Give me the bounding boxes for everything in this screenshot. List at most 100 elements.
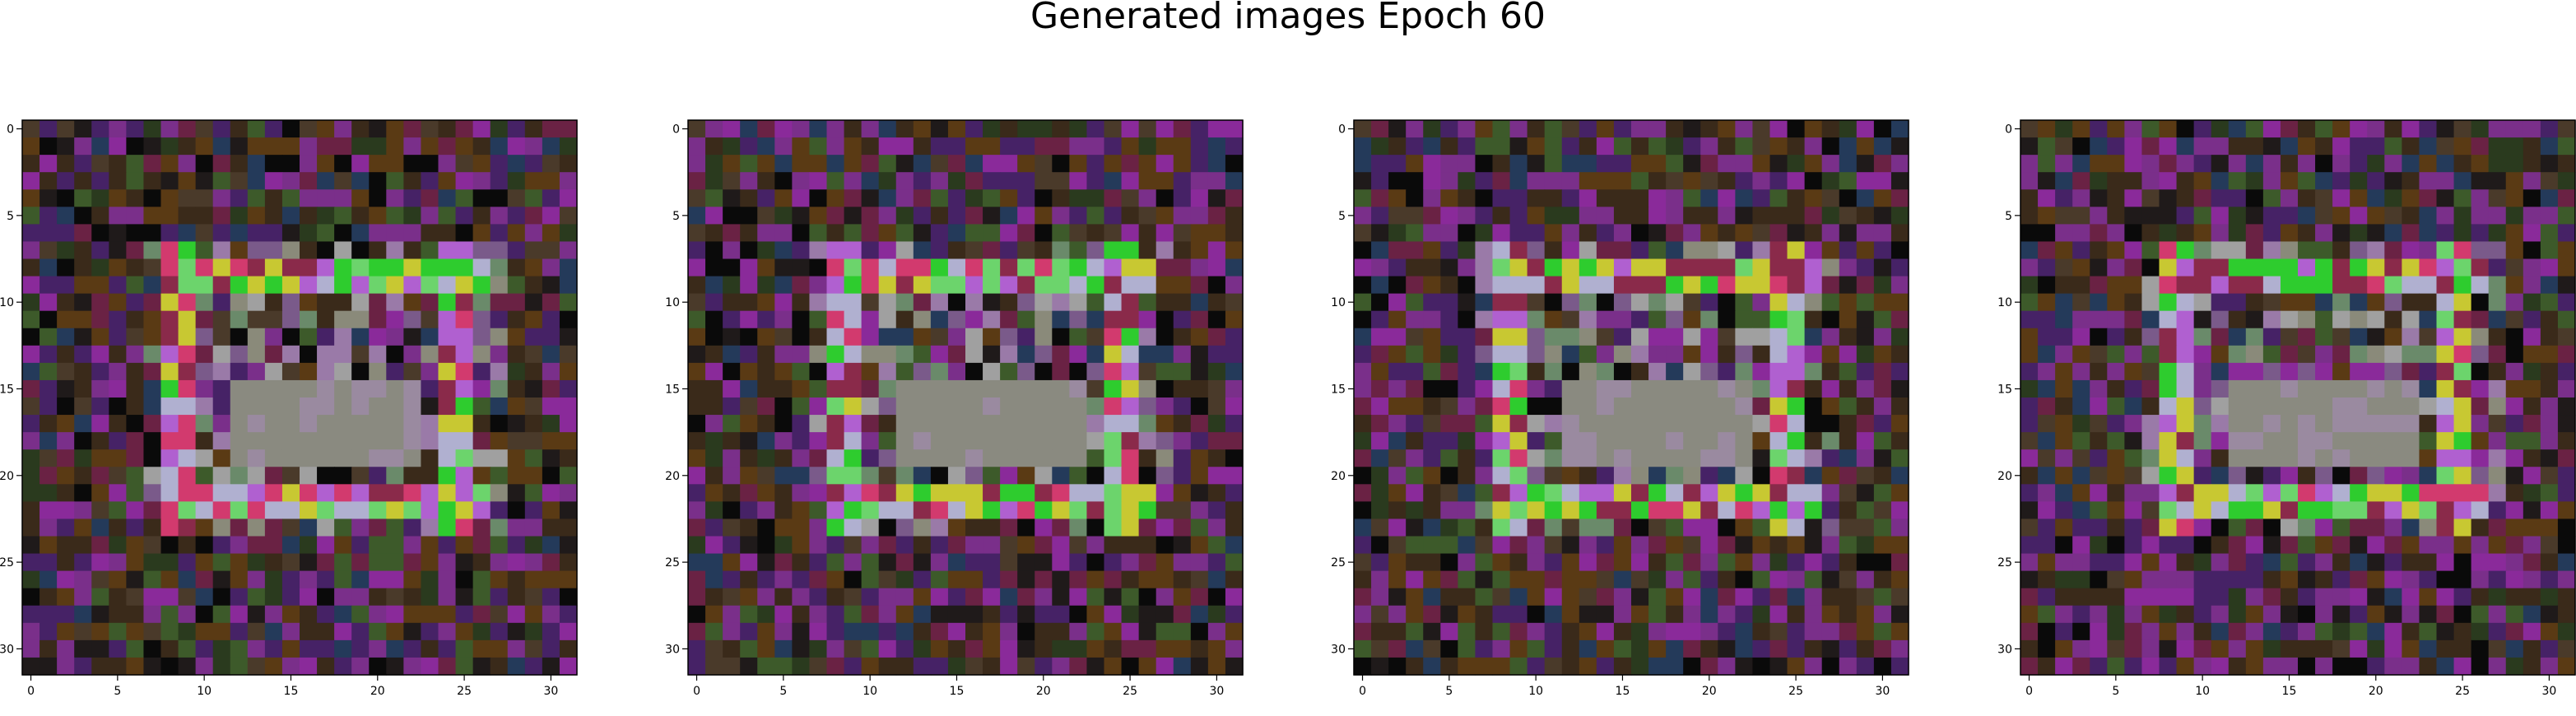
pixel-cell (2141, 293, 2160, 312)
pixel-cell (472, 639, 491, 658)
pixel-cell (1752, 570, 1771, 589)
pixel-cell (559, 362, 578, 381)
pixel-cell (2090, 398, 2108, 416)
pixel-cell (300, 605, 318, 624)
pixel-cell (2315, 639, 2333, 658)
pixel-cell (1000, 207, 1018, 225)
pixel-cell (2471, 137, 2490, 156)
pixel-cell (2505, 345, 2524, 364)
pixel-cell (688, 570, 706, 589)
pixel-cell (2332, 328, 2350, 346)
pixel-cell (844, 207, 863, 225)
pixel-cell (2332, 553, 2350, 572)
pixel-cell (1718, 293, 1736, 312)
pixel-cell (983, 449, 1001, 467)
pixel-cell (2090, 328, 2108, 346)
pixel-cell (983, 189, 1001, 207)
pixel-cell (1121, 570, 1140, 589)
pixel-cell (386, 172, 404, 190)
pixel-cell (895, 484, 914, 502)
pixel-cell (1190, 328, 1209, 346)
pixel-cell (1769, 570, 1788, 589)
pixel-cell (1648, 258, 1667, 277)
pixel-cell (2315, 398, 2333, 416)
pixel-cell (1138, 467, 1157, 485)
pixel-cell (2159, 362, 2178, 381)
pixel-cell (230, 501, 249, 520)
pixel-cell (844, 224, 863, 243)
pixel-cell (421, 172, 439, 190)
pixel-cell (351, 536, 370, 555)
pixel-cell (40, 398, 58, 416)
pixel-cell (109, 155, 127, 173)
pixel-cell (1225, 258, 1244, 277)
pixel-cell (1631, 293, 1649, 312)
pixel-cell (143, 189, 162, 207)
pixel-cell (2384, 362, 2402, 381)
pixel-cell (2090, 553, 2108, 572)
pixel-cell (143, 398, 162, 416)
pixel-cell (2141, 432, 2160, 450)
pixel-cell (1752, 518, 1771, 537)
pixel-cell (2159, 310, 2178, 329)
pixel-cell (1190, 605, 1209, 624)
pixel-cell (386, 622, 404, 641)
pixel-cell (1683, 622, 1701, 641)
pixel-cell (1052, 501, 1070, 520)
pixel-cell (1371, 605, 1389, 624)
pixel-cell (109, 379, 127, 398)
y-tick-label: 10 (665, 296, 680, 309)
pixel-cell (740, 467, 758, 485)
pixel-cell (1856, 189, 1875, 207)
pixel-cell (1700, 189, 1718, 207)
pixel-cell (2124, 536, 2143, 555)
pixel-cell (264, 241, 283, 260)
pixel-cell (490, 241, 509, 260)
pixel-cell (913, 518, 932, 537)
pixel-cell (1121, 467, 1140, 485)
pixel-cell (2488, 467, 2507, 485)
pixel-cell (369, 362, 387, 381)
pixel-cell (792, 484, 811, 502)
pixel-cell (2176, 432, 2195, 450)
pixel-cell (2540, 484, 2559, 502)
pixel-cell (1440, 120, 1458, 138)
pixel-cell (2384, 501, 2402, 520)
pixel-cell (264, 605, 283, 624)
pixel-cell (2211, 328, 2230, 346)
pixel-cell (1052, 518, 1070, 537)
pixel-cell (2419, 432, 2438, 450)
pixel-cell (2228, 207, 2247, 225)
pixel-cell (2488, 276, 2507, 295)
pixel-cell (1173, 501, 1192, 520)
pixel-cell (160, 605, 179, 624)
pixel-cell (2020, 120, 2039, 138)
pixel-cell (826, 449, 845, 467)
y-tick-label: 20 (1331, 470, 1346, 483)
pixel-cell (2124, 553, 2143, 572)
pixel-cell (386, 398, 404, 416)
pixel-cell (2419, 570, 2438, 589)
pixel-cell (2557, 345, 2576, 364)
pixel-cell (1561, 553, 1580, 572)
pixel-cell (91, 379, 109, 398)
pixel-cell (2436, 241, 2455, 260)
pixel-cell (1354, 588, 1372, 607)
pixel-cell (965, 484, 983, 502)
pixel-cell (281, 657, 300, 676)
pixel-cell (2055, 570, 2073, 589)
pixel-cell (895, 310, 914, 329)
pixel-cell (403, 207, 422, 225)
pixel-cell (247, 172, 266, 190)
pixel-cell (351, 345, 370, 364)
pixel-cell (1821, 449, 1840, 467)
pixel-cell (895, 518, 914, 537)
pixel-cell (438, 432, 457, 450)
pixel-cell (247, 224, 266, 243)
pixel-cell (913, 379, 932, 398)
pixel-cell (2332, 622, 2350, 641)
pixel-cell (1787, 570, 1806, 589)
pixel-cell (1052, 310, 1070, 329)
pixel-cell (490, 657, 509, 676)
pixel-cell (2107, 120, 2125, 138)
